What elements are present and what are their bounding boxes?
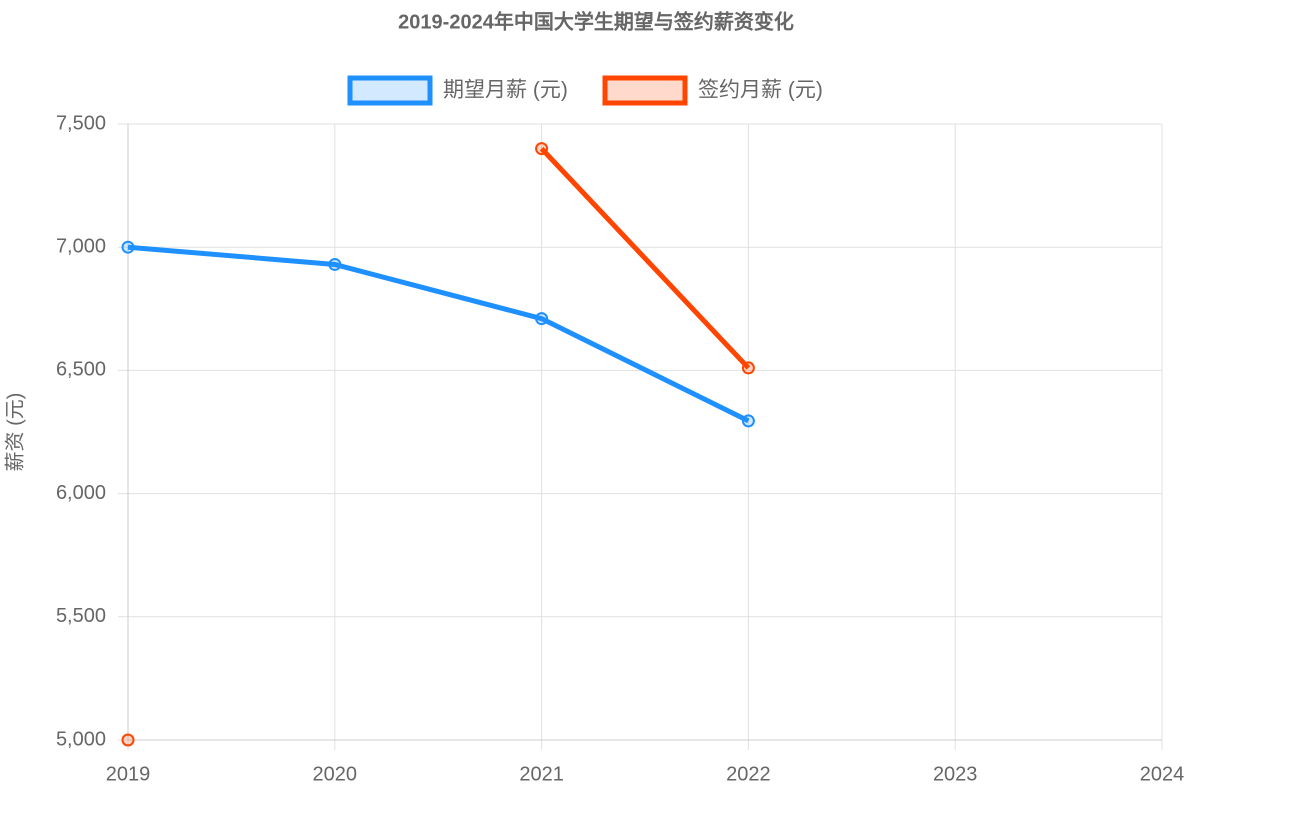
x-tick-label: 2022 — [726, 763, 771, 785]
data-point[interactable] — [741, 414, 755, 428]
legend-swatch[interactable] — [602, 75, 688, 106]
data-point[interactable] — [535, 312, 549, 326]
y-tick-label: 6,000 — [56, 482, 106, 504]
chart-title: 2019-2024年中国大学生期望与签约薪资变化 — [398, 9, 794, 33]
data-point[interactable] — [741, 361, 755, 375]
legend-swatch[interactable] — [347, 75, 433, 106]
y-tick-label: 7,000 — [56, 235, 106, 257]
y-tick-label: 7,500 — [56, 112, 106, 134]
y-axis-title: 薪资 (元) — [3, 393, 26, 472]
x-tick-label: 2019 — [106, 763, 151, 785]
series-line — [539, 146, 751, 370]
data-point[interactable] — [121, 240, 135, 254]
data-point[interactable] — [121, 733, 135, 747]
x-tick-label: 2020 — [313, 763, 358, 785]
x-tick-label: 2023 — [933, 763, 978, 785]
legend-label[interactable]: 签约月薪 (元) — [698, 79, 823, 102]
x-tick-label: 2024 — [1140, 763, 1185, 785]
x-tick-label: 2021 — [519, 763, 564, 785]
legend-label[interactable]: 期望月薪 (元) — [443, 79, 568, 102]
data-point[interactable] — [328, 257, 342, 271]
data-point[interactable] — [535, 142, 549, 156]
y-tick-label: 5,000 — [56, 728, 106, 750]
y-tick-label: 6,500 — [56, 359, 106, 381]
series-line — [127, 244, 750, 424]
y-tick-label: 5,500 — [56, 605, 106, 627]
